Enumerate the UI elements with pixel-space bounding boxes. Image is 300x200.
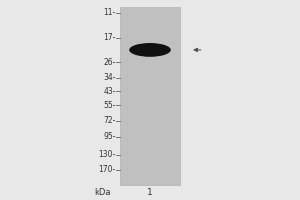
Text: 95-: 95- [103, 132, 116, 141]
Text: 11-: 11- [103, 8, 116, 17]
Text: 1: 1 [147, 188, 153, 197]
Text: 72-: 72- [103, 116, 116, 125]
Ellipse shape [129, 43, 171, 57]
Text: 170-: 170- [99, 165, 116, 174]
Text: 55-: 55- [103, 101, 116, 110]
Bar [120, 7, 180, 185]
Text: 17-: 17- [103, 33, 116, 42]
Text: kDa: kDa [94, 188, 111, 197]
Text: 34-: 34- [103, 73, 116, 82]
Text: 43-: 43- [103, 87, 116, 96]
Text: 26-: 26- [103, 58, 116, 67]
Text: 130-: 130- [99, 150, 116, 159]
